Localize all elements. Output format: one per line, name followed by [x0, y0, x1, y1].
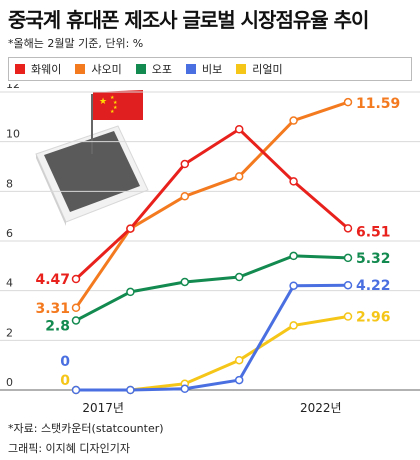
chart-subtitle: *올해는 2월말 기준, 단위: %: [8, 37, 144, 50]
y-tick-label: 4: [6, 277, 13, 290]
y-tick-label: 0: [6, 376, 13, 389]
y-tick-label: 2: [6, 326, 13, 339]
legend-label-huawei: 화웨이: [31, 63, 62, 76]
svg-text:★: ★: [113, 100, 118, 106]
series-line-3: [76, 283, 349, 392]
data-point: [234, 355, 244, 365]
data-point: [343, 280, 353, 290]
data-point: [180, 384, 190, 394]
data-point: [71, 316, 81, 325]
legend-swatch-realme: [236, 64, 247, 74]
data-point: [234, 125, 244, 134]
chart-title: 중국계 휴대폰 제조사 글로벌 시장점유율 추이: [8, 8, 369, 32]
svg-text:★: ★: [110, 95, 115, 101]
data-point: [234, 172, 244, 181]
data-point: [289, 281, 298, 290]
data-point: [289, 116, 298, 125]
legend-label-realme: 리얼미: [252, 63, 283, 76]
series-line-2: [75, 254, 349, 322]
data-point: [234, 375, 244, 385]
data-point: [71, 385, 81, 395]
end-value-label: 6.51: [356, 224, 391, 240]
data-point: [343, 253, 353, 263]
start-value-label: 2.8: [45, 318, 70, 334]
y-tick-label: 12: [6, 84, 20, 91]
legend-item-huawei: 화웨이: [15, 61, 61, 77]
legend-label-oppo: 오포: [151, 63, 172, 76]
data-point: [343, 224, 353, 233]
x-tick-label: 2022년: [300, 401, 342, 415]
legend-label-xiaomi: 샤오미: [91, 63, 122, 76]
y-tick-label: 6: [6, 227, 13, 240]
data-point: [126, 287, 135, 297]
series-line-1: [74, 100, 349, 309]
data-point: [343, 97, 353, 107]
data-point: [126, 224, 135, 233]
end-value-label: 11.59: [356, 96, 400, 112]
start-value-label: 3.31: [35, 301, 70, 317]
data-point: [180, 277, 190, 287]
svg-text:★: ★: [99, 97, 107, 107]
credit-note: 그래픽: 이지혜 디자인기자: [8, 442, 131, 455]
data-point: [289, 321, 298, 330]
legend-item-vivo: 비보: [186, 61, 222, 77]
y-tick-label: 10: [6, 128, 20, 141]
svg-text:★: ★: [113, 105, 118, 111]
start-value-label: 0: [60, 373, 70, 389]
legend-item-xiaomi: 샤오미: [75, 61, 122, 77]
data-point: [289, 177, 298, 186]
end-value-label: 4.22: [356, 278, 391, 294]
legend-swatch-xiaomi: [75, 64, 86, 74]
legend-swatch-oppo: [135, 64, 146, 74]
data-point: [180, 192, 190, 201]
data-point: [234, 272, 244, 282]
data-point: [126, 385, 135, 395]
source-note: *자료: 스탯카운터(statcounter): [8, 422, 164, 435]
y-tick-label: 8: [6, 177, 13, 190]
data-point: [71, 303, 81, 313]
data-point: [71, 274, 81, 284]
data-point: [180, 159, 190, 169]
series-line-4: [76, 315, 349, 392]
start-value-label: 0: [60, 354, 70, 370]
data-point: [289, 251, 298, 261]
legend-item-oppo: 오포: [135, 61, 172, 77]
legend-swatch-huawei: [15, 64, 25, 74]
line-chart: ★ ★ ★ ★ ★ 0 2 4 6 8 10 12 2017년 2022년 4.47 6.51 3.…: [0, 84, 420, 415]
data-point: [343, 312, 353, 321]
legend-label-vivo: 비보: [202, 63, 223, 76]
phone-flag-illustration: ★ ★ ★ ★ ★: [35, 90, 149, 226]
end-value-label: 5.32: [356, 251, 391, 267]
start-value-label: 4.47: [35, 272, 70, 288]
legend-item-realme: 리얼미: [236, 61, 283, 77]
x-tick-label: 2017년: [82, 401, 124, 415]
svg-text:★: ★: [110, 109, 115, 115]
series-line-0: [74, 127, 349, 281]
legend-swatch-vivo: [186, 64, 196, 74]
legend: 화웨이 샤오미 오포 비보 리얼미: [8, 57, 412, 81]
end-value-label: 2.96: [356, 309, 391, 325]
